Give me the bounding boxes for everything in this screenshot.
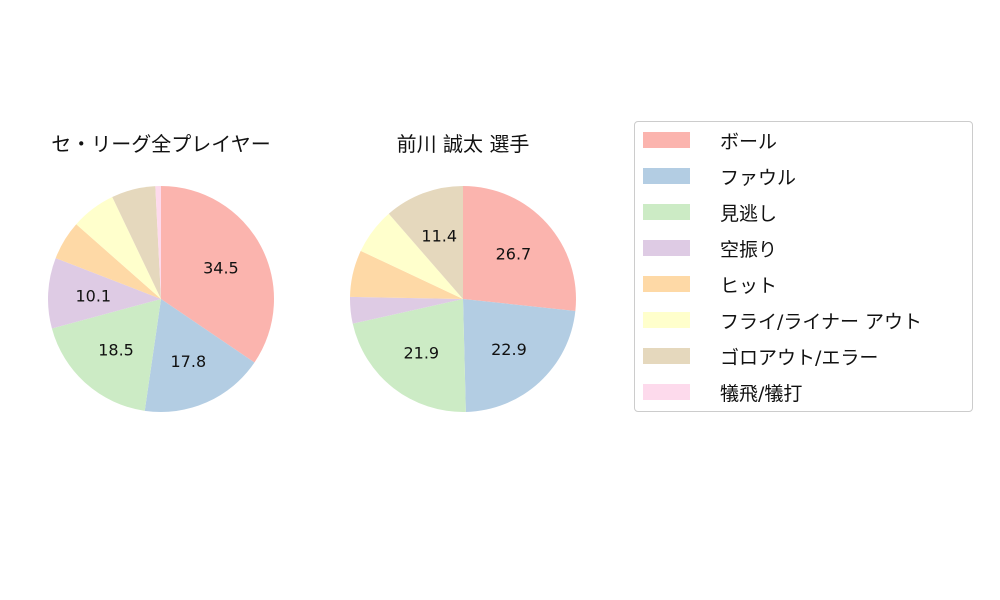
pie-slice-swinging_strike — [48, 258, 161, 329]
legend-item-fly_liner_out: フライ/ライナー アウト — [643, 310, 922, 333]
legend-swatch — [643, 204, 690, 220]
legend-label: ファウル — [720, 166, 797, 189]
pie-slice-ground_out_error — [112, 186, 161, 299]
legend-label: フライ/ライナー アウト — [720, 310, 923, 333]
legend-label: ゴロアウト/エラー — [720, 346, 879, 369]
pie-title-league: セ・リーグ全プレイヤー — [51, 132, 271, 156]
legend-swatch — [643, 168, 690, 184]
slice-label: 18.5 — [98, 341, 134, 360]
legend-item-called_strike: 見逃し — [643, 202, 777, 225]
legend: ボールファウル見逃し空振りヒットフライ/ライナー アウト ゴロアウト/エラー 犠飛/… — [634, 121, 973, 412]
legend-item-hit: ヒット — [643, 274, 777, 297]
legend-label: 見逃し — [720, 202, 778, 225]
legend-label: ボール — [720, 130, 778, 153]
legend-label: ヒット — [720, 274, 778, 297]
legend-label: 犠飛/犠打 — [720, 382, 803, 405]
pie-slice-hit — [55, 224, 161, 299]
pie-slice-hit — [350, 250, 463, 299]
legend-swatch — [643, 276, 690, 292]
legend-swatch — [643, 384, 690, 400]
slice-label: 17.8 — [171, 352, 207, 371]
pie-slice-called_strike — [352, 299, 466, 412]
slice-label: 34.5 — [203, 258, 239, 277]
pie-slice-sacrifice — [155, 186, 161, 299]
slice-label: 21.9 — [403, 343, 439, 362]
legend-label: 空振り — [720, 238, 778, 261]
pie-slice-foul — [463, 299, 576, 412]
pie-title-player: 前川 誠太 選手 — [396, 132, 530, 156]
legend-swatch — [643, 348, 690, 364]
pie-slice-fly_liner_out — [76, 197, 161, 299]
legend-item-swinging_strike: 空振り — [643, 238, 777, 261]
pie-chart-player: 26.7 22.9 21.9 11.4 — [350, 186, 576, 412]
pie-slice-ball — [161, 186, 274, 363]
pie-slice-foul — [144, 299, 255, 412]
slice-label: 10.1 — [75, 286, 111, 305]
legend-item-foul: ファウル — [643, 166, 796, 189]
legend-swatch — [643, 240, 690, 256]
pie-chart-league: 34.5 17.8 18.5 10.1 — [48, 186, 274, 412]
legend-swatch — [643, 312, 690, 328]
slice-label: 11.4 — [421, 227, 457, 246]
slice-label: 26.7 — [496, 245, 532, 264]
pie-slice-swinging_strike — [350, 296, 463, 324]
pie-slice-fly_liner_out — [360, 213, 463, 299]
pie-slice-ball — [463, 186, 576, 312]
pie-slice-called_strike — [51, 299, 161, 411]
pie-slice-ground_out_error — [388, 186, 463, 299]
legend-swatch — [643, 132, 690, 148]
legend-item-ground_out_error: ゴロアウト/エラー — [643, 346, 878, 369]
legend-item-sacrifice: 犠飛/犠打 — [643, 382, 802, 405]
legend-item-ball: ボール — [643, 130, 777, 153]
slice-label: 22.9 — [491, 340, 527, 359]
